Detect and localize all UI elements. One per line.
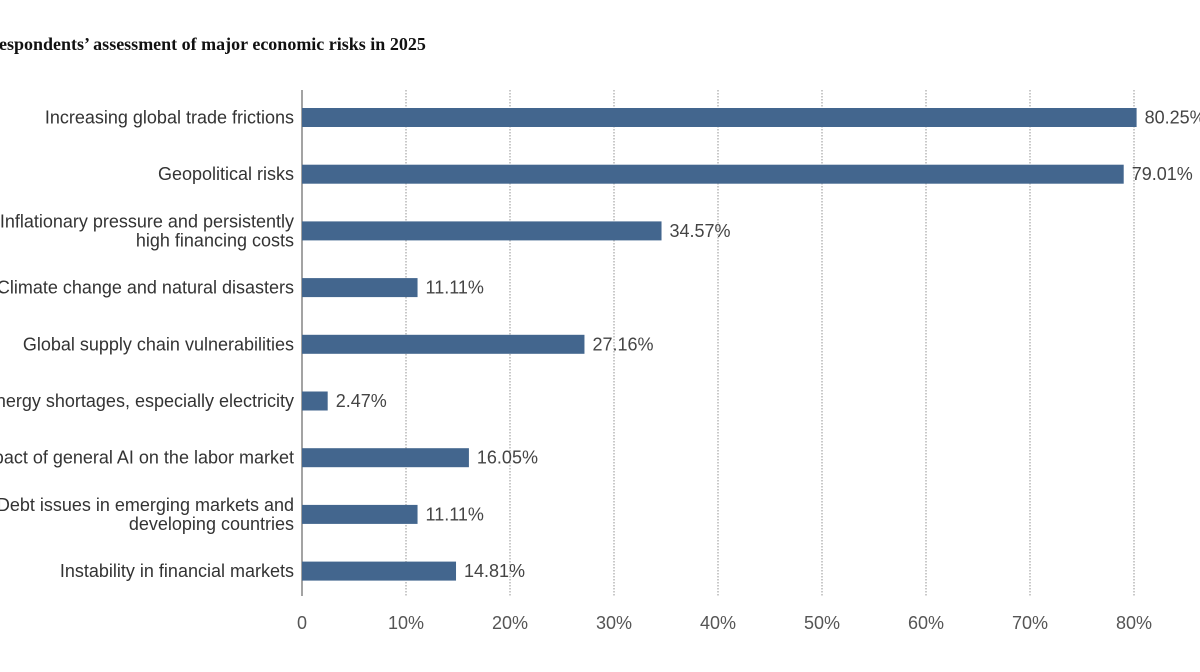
bar [302, 335, 584, 354]
bar [302, 448, 469, 467]
category-label: Instability in financial markets [60, 561, 294, 581]
category-label: high financing costs [136, 230, 294, 250]
category-label: Energy shortages, especially electricity [0, 391, 294, 411]
x-tick-label: 30% [596, 613, 632, 633]
value-label: 14.81% [464, 561, 525, 581]
bar [302, 505, 418, 524]
value-label: 80.25% [1145, 108, 1200, 128]
category-label: Debt issues in emerging markets and [0, 495, 294, 515]
value-label: 11.11% [426, 504, 484, 524]
x-tick-label: 70% [1012, 613, 1048, 633]
x-tick-label: 10% [388, 613, 424, 633]
category-label: developing countries [129, 514, 294, 534]
value-label: 11.11% [426, 278, 484, 298]
x-tick-label: 60% [908, 613, 944, 633]
value-label: 79.01% [1132, 164, 1193, 184]
bar [302, 108, 1137, 127]
x-tick-label: 40% [700, 613, 736, 633]
x-axis-ticks: 0 10% 20% 30% 40% 50% 60% 70% 80% [297, 613, 1152, 633]
x-tick-label: 0 [297, 613, 307, 633]
value-label: 2.47% [336, 391, 387, 411]
category-label: Increasing global trade frictions [45, 108, 294, 128]
chart-title: Respondents’ assessment of major economi… [0, 34, 426, 54]
category-label: Global supply chain vulnerabilities [23, 334, 294, 354]
bar [302, 392, 328, 411]
value-label: 34.57% [670, 221, 731, 241]
bar [302, 221, 662, 240]
bar [302, 278, 418, 297]
x-tick-label: 20% [492, 613, 528, 633]
x-tick-label: 80% [1116, 613, 1152, 633]
category-label: Impact of general AI on the labor market [0, 448, 294, 468]
x-tick-label: 50% [804, 613, 840, 633]
category-labels: Increasing global trade frictions Geopoli… [0, 108, 294, 582]
value-label: 27.16% [592, 334, 653, 354]
bar [302, 165, 1124, 184]
category-label: Geopolitical risks [158, 164, 294, 184]
value-label: 16.05% [477, 448, 538, 468]
category-label: Inflationary pressure and persistently [0, 211, 294, 231]
category-label: Climate change and natural disasters [0, 278, 294, 298]
bar [302, 562, 456, 581]
